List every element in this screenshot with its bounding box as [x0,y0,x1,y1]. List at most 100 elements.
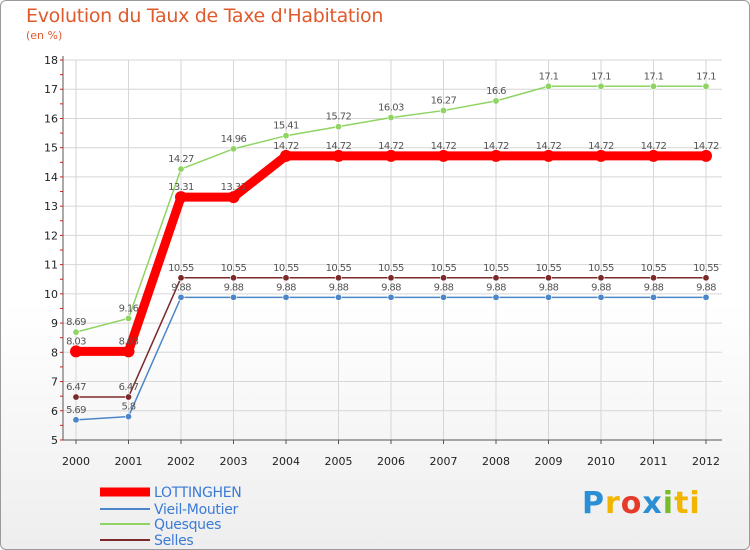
data-point [544,274,552,282]
data-label: 17.1 [591,71,611,82]
proxiti-logo: Proxiti [582,486,701,521]
data-point [387,293,395,301]
data-label: 9.88 [276,282,296,293]
data-label: 8.03 [66,336,86,347]
legend-label: Vieil-Moutier [154,502,239,518]
y-tick-label: 10 [44,288,58,301]
y-tick-label: 6 [51,405,58,418]
data-label: 13.31 [168,182,194,193]
data-point [282,293,290,301]
logo-letter: P [582,486,605,521]
data-point [490,149,502,162]
data-point [385,149,397,162]
x-tick-label: 2000 [62,455,90,468]
data-point [647,149,660,162]
data-point [175,191,187,204]
data-point [439,107,447,115]
data-label: 14.72 [431,141,457,152]
data-label: 9.88 [381,282,401,293]
data-label: 17.1 [539,71,559,82]
data-point [332,149,345,162]
data-label: 16.27 [431,96,457,107]
data-label: 10.55 [378,263,404,274]
data-point [387,114,395,122]
data-label: 14.72 [273,141,299,152]
data-label: 10.55 [273,263,299,274]
data-label: 9.88 [329,282,349,293]
data-point [125,314,133,322]
data-label: 10.55 [326,263,352,274]
data-label: 10.55 [693,263,719,274]
logo-letter: x [642,486,663,521]
data-point [227,191,240,204]
data-point [595,149,607,162]
data-label: 17.1 [644,71,664,82]
data-point [649,293,657,301]
data-label: 10.55 [168,263,194,274]
y-tick-label: 18 [44,54,58,67]
y-tick-label: 11 [44,259,58,272]
data-label: 16.03 [378,103,404,114]
y-tick-label: 14 [44,171,58,184]
data-point [597,82,605,90]
data-point [387,274,395,282]
data-point [177,165,185,173]
data-point [702,82,710,90]
x-tick-label: 2011 [640,455,668,468]
data-point [72,328,80,336]
y-axis-ticks: 5 6 7 8 9 10 11 12 13 14 15 16 17 18 [44,54,58,447]
data-label: 9.88 [696,282,716,293]
data-point [177,274,185,282]
data-point [282,132,290,140]
data-label: 9.88 [486,282,506,293]
data-point [542,149,555,162]
data-label: 9.88 [591,282,611,293]
logo-letter: ti [674,486,701,521]
data-point [439,293,447,301]
data-label: 10.55 [431,263,457,274]
data-point [702,293,710,301]
data-point [70,345,82,358]
data-label: 5.8 [121,402,135,413]
data-label: 6.47 [119,382,139,393]
x-tick-label: 2002 [167,455,195,468]
y-tick-label: 5 [51,434,58,447]
data-label: 14.72 [536,141,562,152]
logo-letter: o [620,486,643,521]
data-label: 14.72 [693,141,719,152]
x-axis-ticks: 2000 2001 2002 2003 2004 2005 2006 2007 2008 2009… [62,440,720,468]
data-point [282,274,290,282]
data-label: 9.88 [539,282,559,293]
data-label: 10.55 [483,263,509,274]
data-point [230,145,238,153]
data-label: 10.55 [536,263,562,274]
data-point [649,82,657,90]
data-point [230,293,238,301]
legend-label: Quesques [154,517,221,533]
data-point [334,293,342,301]
data-label: 9.88 [224,282,244,293]
data-label: 10.55 [221,263,247,274]
y-tick-label: 16 [44,112,58,125]
data-label: 9.88 [171,282,191,293]
data-point [230,274,238,282]
data-label: 9.88 [644,282,664,293]
chart-subtitle: (en %) [26,29,63,42]
y-tick-label: 7 [51,376,58,389]
data-point [597,293,605,301]
data-label: 8.69 [66,317,86,328]
data-label: 13.31 [221,182,247,193]
data-label: 14.27 [168,154,194,165]
data-label: 14.96 [221,134,247,145]
data-label: 5.69 [66,405,86,416]
data-point [122,345,135,358]
y-tick-label: 13 [44,200,58,213]
chart-title: Evolution du Taux de Taxe d'Habitation [26,5,384,27]
x-tick-label: 2007 [430,455,458,468]
data-point [492,293,500,301]
data-label: 15.41 [273,121,299,132]
y-tick-label: 17 [44,83,58,96]
data-point [334,123,342,131]
